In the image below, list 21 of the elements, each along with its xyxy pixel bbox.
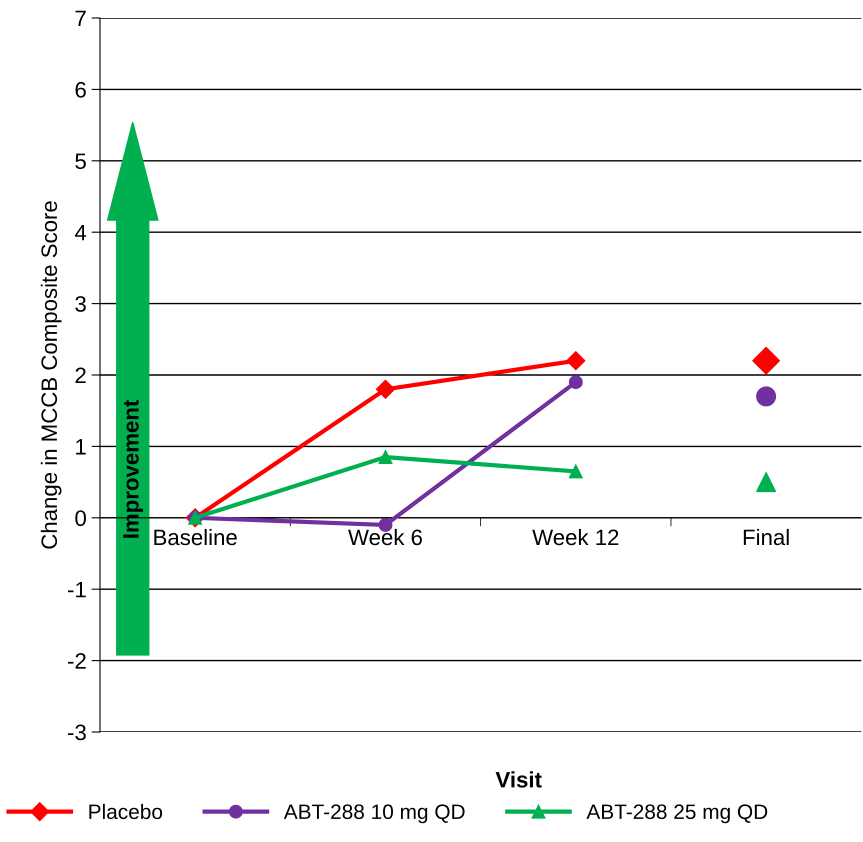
x-tick-label: Week 12 xyxy=(532,528,618,546)
annotation: Improvement xyxy=(123,400,144,538)
x-tick-label: Baseline xyxy=(154,528,237,546)
y-tick-label: -1 xyxy=(68,582,86,598)
y-tick-label: -2 xyxy=(68,653,86,669)
x-axis-title: Visit xyxy=(496,771,542,788)
y-tick-label: 5 xyxy=(75,154,86,170)
legend-label: Placebo xyxy=(89,804,162,820)
legend-label: ABT-288 25 mg QD xyxy=(586,804,768,824)
y-tick-label: 1 xyxy=(76,439,86,454)
y-tick-label: 6 xyxy=(76,82,86,98)
y-tick-label: 0 xyxy=(75,510,86,526)
y-tick-label: 2 xyxy=(76,368,86,384)
y-tick-label: -3 xyxy=(68,724,86,740)
x-tick-label: Final xyxy=(744,528,789,546)
y-axis-title: Change in MCCB Composite Score xyxy=(40,201,62,549)
y-tick-label: 7 xyxy=(76,10,86,26)
y-tick-label: 4 xyxy=(74,224,86,240)
y-tick-label: 3 xyxy=(75,296,86,312)
x-tick-label: Week 6 xyxy=(348,528,422,546)
legend-label: ABT-288 10 mg QD xyxy=(284,804,465,824)
